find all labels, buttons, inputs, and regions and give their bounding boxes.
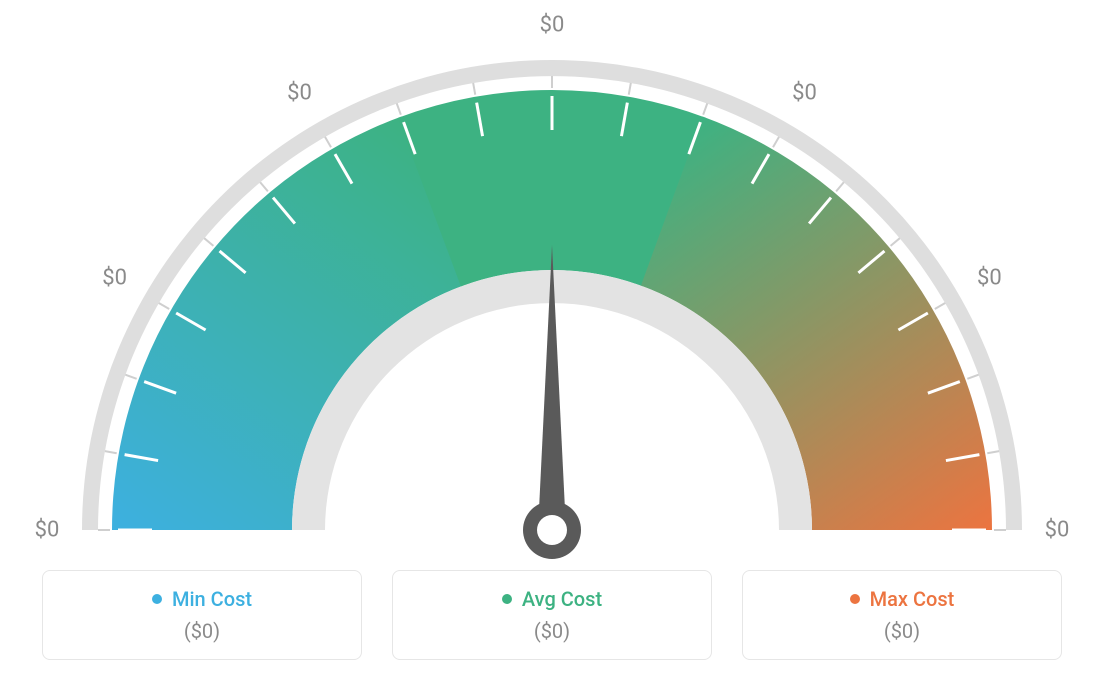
legend-value-max: ($0) <box>884 619 920 643</box>
legend-label-min: Min Cost <box>172 587 252 611</box>
legend-card-avg: Avg Cost ($0) <box>392 570 712 660</box>
gauge-tick-label: $0 <box>35 518 60 543</box>
legend-top-max: Max Cost <box>850 587 955 611</box>
legend-card-max: Max Cost ($0) <box>742 570 1062 660</box>
gauge-tick-label: $0 <box>102 265 127 290</box>
legend-value-avg: ($0) <box>534 619 570 643</box>
legend-label-avg: Avg Cost <box>522 587 602 611</box>
legend-dot-avg <box>502 594 512 604</box>
legend-value-min: ($0) <box>184 619 220 643</box>
legend-dot-min <box>152 594 162 604</box>
gauge-tick-label: $0 <box>792 80 817 105</box>
legend-card-min: Min Cost ($0) <box>42 570 362 660</box>
legend-label-max: Max Cost <box>870 587 955 611</box>
gauge-tick-label: $0 <box>540 13 565 38</box>
gauge-tick-label: $0 <box>1045 518 1070 543</box>
gauge-svg <box>0 0 1104 560</box>
gauge-tick-label: $0 <box>977 265 1002 290</box>
legend-top-avg: Avg Cost <box>502 587 602 611</box>
legend-top-min: Min Cost <box>152 587 252 611</box>
legend-row: Min Cost ($0) Avg Cost ($0) Max Cost ($0… <box>0 570 1104 660</box>
gauge-chart: $0 $0 $0 $0 $0 $0 $0 <box>0 0 1104 560</box>
legend-dot-max <box>850 594 860 604</box>
gauge-tick-label: $0 <box>287 80 312 105</box>
